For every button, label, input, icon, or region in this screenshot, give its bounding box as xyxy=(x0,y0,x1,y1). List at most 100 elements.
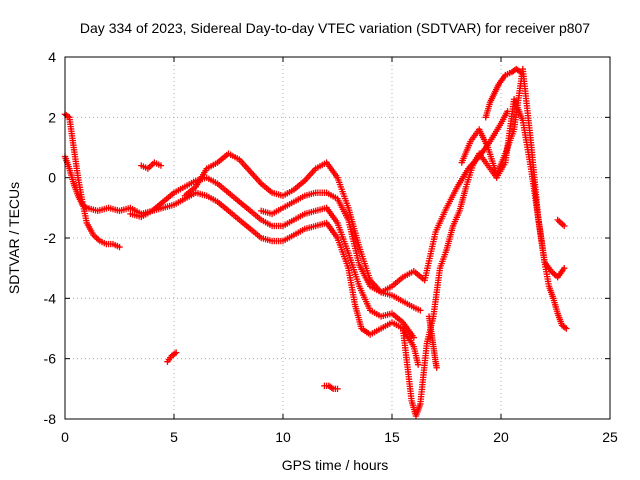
data-point-run xyxy=(450,209,462,227)
data-point-run xyxy=(413,402,423,418)
series-track-i xyxy=(554,216,568,230)
data-point-run xyxy=(345,267,358,306)
data-point-run xyxy=(227,151,241,162)
data-point-run xyxy=(560,323,569,331)
data-point-run xyxy=(498,110,510,125)
data-point-run xyxy=(412,305,422,313)
y-tick-label: 2 xyxy=(48,109,56,125)
y-tick-label: 0 xyxy=(48,170,56,186)
data-point-run xyxy=(183,185,198,198)
data-point-run xyxy=(98,238,108,247)
data-point-run xyxy=(332,385,339,393)
data-point-run xyxy=(303,167,318,183)
data-point-run xyxy=(335,222,351,254)
data-point-run xyxy=(281,187,295,198)
data-point-run xyxy=(352,303,365,330)
data-point-run xyxy=(494,152,508,176)
data-point-run xyxy=(443,224,456,252)
data-point-run xyxy=(314,220,328,229)
data-point-run xyxy=(325,190,339,201)
series-track-h xyxy=(482,65,524,121)
data-point-run xyxy=(248,227,263,240)
data-point-run xyxy=(426,315,435,333)
data-point-run xyxy=(292,178,307,192)
data-point-run xyxy=(487,91,497,104)
data-point-run xyxy=(281,199,295,210)
data-point-run xyxy=(476,128,491,149)
data-point-run xyxy=(205,175,219,186)
data-point-run xyxy=(140,163,149,171)
data-point-run xyxy=(430,345,439,363)
series-track-c xyxy=(127,174,417,341)
x-tick-label: 0 xyxy=(61,429,69,445)
data-point-run xyxy=(248,170,263,186)
data-point-run xyxy=(327,383,335,392)
data-point-run xyxy=(194,190,208,199)
data-point-run xyxy=(70,146,81,179)
data-point-run xyxy=(118,205,132,214)
data-point-run xyxy=(303,208,317,217)
data-point-run xyxy=(483,101,493,119)
data-point-run xyxy=(183,190,197,201)
data-point-run xyxy=(238,218,252,231)
x-tick-label: 5 xyxy=(170,429,178,445)
data-point-run xyxy=(314,189,328,196)
data-point-run xyxy=(556,218,563,225)
data-point-run xyxy=(335,197,351,221)
data-point-run xyxy=(430,267,443,318)
series-track-b xyxy=(61,153,422,368)
data-point-run xyxy=(183,178,197,189)
y-tick-label: -2 xyxy=(44,230,57,246)
data-point-run xyxy=(140,208,154,219)
data-point-run xyxy=(314,160,328,171)
data-point-run xyxy=(432,360,440,369)
data-point-run xyxy=(390,293,404,304)
data-point-run xyxy=(401,269,415,280)
data-point-run xyxy=(433,206,449,233)
chart-title: Day 334 of 2023, Sidereal Day-to-day VTE… xyxy=(80,20,590,36)
data-point-run xyxy=(271,190,285,199)
data-point-run xyxy=(129,211,143,220)
data-point-run xyxy=(161,191,176,204)
data-point-run xyxy=(260,217,274,228)
data-point-run xyxy=(456,185,469,212)
data-point-run xyxy=(380,320,394,331)
data-point-run xyxy=(555,312,565,327)
data-point-run xyxy=(488,122,503,143)
data-point-run xyxy=(404,363,415,402)
data-point-run xyxy=(91,233,102,243)
data-point-run xyxy=(271,237,285,245)
data-point-run xyxy=(216,182,230,195)
data-point-run xyxy=(165,354,174,363)
data-point-run xyxy=(271,205,285,216)
data-point-run xyxy=(324,221,340,240)
x-axis-label: GPS time / hours xyxy=(282,457,389,473)
data-point-run xyxy=(260,235,274,244)
data-point-run xyxy=(380,310,394,320)
data-point-run xyxy=(399,327,411,366)
data-point-run xyxy=(303,223,317,232)
data-point-run xyxy=(80,202,89,211)
data-point-run xyxy=(259,182,274,195)
data-point-run xyxy=(356,246,373,282)
x-tick-label: 10 xyxy=(275,429,291,445)
data-point-run xyxy=(227,209,241,222)
y-tick-label: 4 xyxy=(48,49,56,65)
data-point-run xyxy=(238,200,252,213)
data-point-run xyxy=(369,308,383,319)
data-point-run xyxy=(546,285,556,300)
data-point-run xyxy=(162,202,176,211)
data-point-run xyxy=(463,164,476,188)
data-point-run xyxy=(303,190,317,199)
data-point-run xyxy=(428,330,437,348)
data-point-run xyxy=(401,321,416,339)
data-point-run xyxy=(96,205,110,214)
data-point-run xyxy=(237,158,252,174)
data-points xyxy=(61,65,570,420)
data-point-run xyxy=(345,206,362,248)
data-point-run xyxy=(390,275,405,288)
data-point-run xyxy=(502,128,517,155)
data-point-run xyxy=(150,200,165,213)
data-point-run xyxy=(216,200,230,213)
